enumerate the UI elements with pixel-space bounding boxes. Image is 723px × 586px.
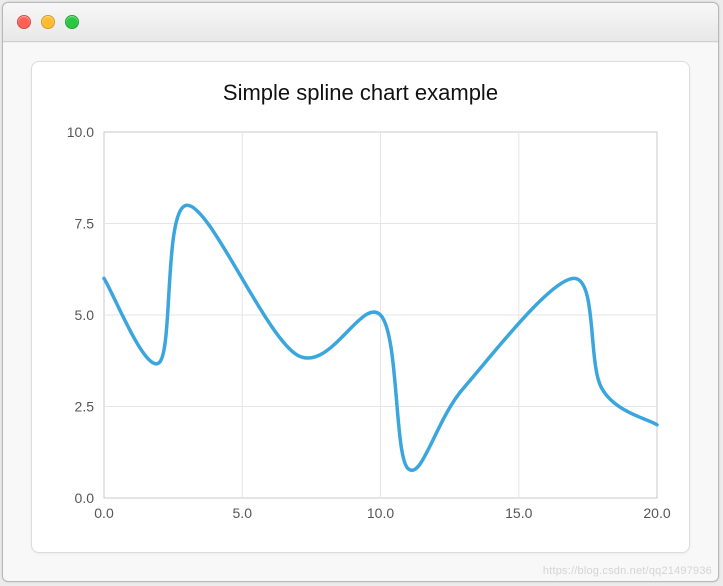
chart-panel: Simple spline chart example 0.0 5.0 10.0 15… (31, 61, 690, 553)
x-tick-label: 5.0 (233, 505, 253, 521)
y-tick-label: 7.5 (75, 216, 95, 232)
x-tick-label: 20.0 (643, 505, 670, 521)
app-window: Simple spline chart example 0.0 5.0 10.0 15… (2, 2, 719, 582)
y-tick-label: 2.5 (75, 399, 95, 415)
chart-svg: 0.0 5.0 10.0 15.0 20.0 0.0 2.5 5.0 7.5 10.0 (50, 122, 671, 532)
close-icon[interactable] (17, 15, 31, 29)
x-tick-label: 10.0 (367, 505, 394, 521)
chart-title: Simple spline chart example (32, 80, 689, 106)
minimize-icon[interactable] (41, 15, 55, 29)
y-tick-label: 5.0 (75, 307, 95, 323)
y-tick-label: 0.0 (75, 490, 95, 506)
y-tick-label: 10.0 (67, 124, 94, 140)
plot-area: 0.0 5.0 10.0 15.0 20.0 0.0 2.5 5.0 7.5 10.0 (50, 122, 671, 532)
window-titlebar (3, 3, 718, 42)
zoom-icon[interactable] (65, 15, 79, 29)
watermark-text: https://blog.csdn.net/qq21497936 (543, 565, 712, 577)
x-tick-label: 15.0 (505, 505, 532, 521)
x-tick-label: 0.0 (94, 505, 114, 521)
